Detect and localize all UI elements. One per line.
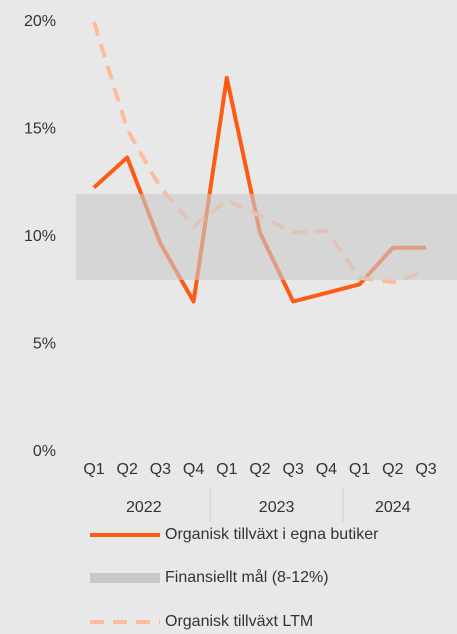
x-group-label: 2024 <box>375 499 411 516</box>
x-tick-label: Q1 <box>349 461 370 478</box>
legend-label: Finansiellt mål (8-12%) <box>165 568 329 586</box>
x-tick-label: Q3 <box>283 461 304 478</box>
legend-swatch <box>90 573 160 583</box>
x-tick-label: Q4 <box>316 461 337 478</box>
x-group-label: 2022 <box>126 499 162 516</box>
x-tick-label: Q4 <box>183 461 204 478</box>
y-tick-label: 10% <box>24 228 56 245</box>
x-tick-label: Q2 <box>249 461 270 478</box>
x-tick-label: Q2 <box>117 461 138 478</box>
y-tick-label: 5% <box>33 336 56 353</box>
target-band <box>76 194 457 280</box>
x-tick-label: Q2 <box>382 461 403 478</box>
legend-label: Organisk tillväxt LTM <box>165 613 313 630</box>
x-tick-label: Q1 <box>216 461 237 478</box>
legend-label: Organisk tillväxt i egna butiker <box>165 526 379 543</box>
x-group-label: 2023 <box>259 499 295 516</box>
y-tick-label: 20% <box>24 13 56 30</box>
x-tick-label: Q1 <box>83 461 104 478</box>
x-tick-label: Q3 <box>415 461 436 478</box>
x-tick-label: Q3 <box>150 461 171 478</box>
y-tick-label: 15% <box>24 121 56 138</box>
y-tick-label: 0% <box>33 443 56 460</box>
